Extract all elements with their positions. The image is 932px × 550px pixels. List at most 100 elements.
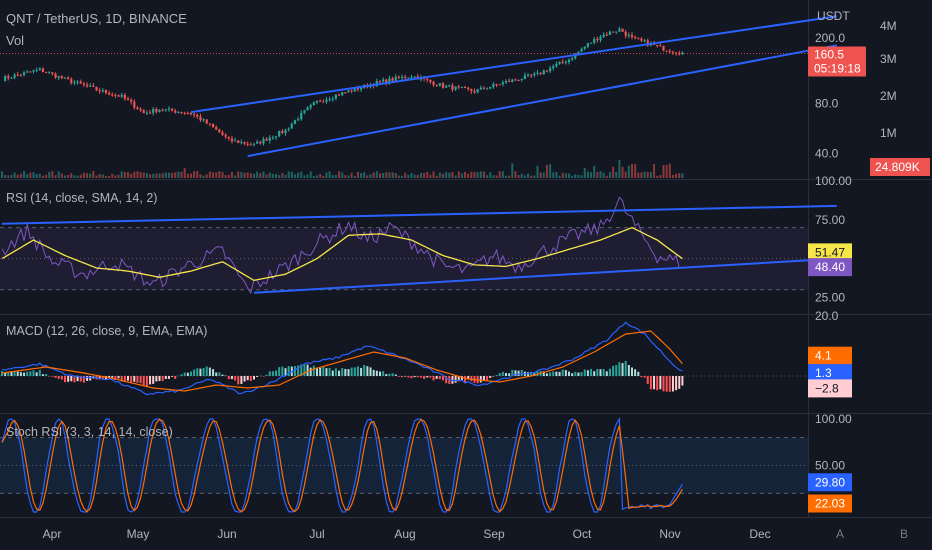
candle[interactable] xyxy=(394,74,397,82)
candle[interactable] xyxy=(13,72,16,80)
candle[interactable] xyxy=(441,82,445,89)
candle[interactable] xyxy=(48,71,51,74)
candle[interactable] xyxy=(211,123,215,128)
candle[interactable] xyxy=(268,135,271,144)
candle[interactable] xyxy=(145,110,148,116)
symbol-title[interactable]: QNT / TetherUS, 1D, BINANCE xyxy=(6,11,187,26)
candle[interactable] xyxy=(246,141,249,147)
candle[interactable] xyxy=(114,93,117,98)
candle[interactable] xyxy=(671,50,675,55)
candle[interactable] xyxy=(514,78,517,81)
candle[interactable] xyxy=(319,99,322,103)
candle[interactable] xyxy=(627,32,630,38)
candle[interactable] xyxy=(171,108,174,112)
candle[interactable] xyxy=(89,83,92,87)
candle[interactable] xyxy=(561,58,564,65)
candle[interactable] xyxy=(608,30,612,36)
candle[interactable] xyxy=(668,48,671,54)
candle[interactable] xyxy=(256,139,259,144)
candle[interactable] xyxy=(593,36,596,45)
candle[interactable] xyxy=(662,45,665,52)
candle[interactable] xyxy=(328,96,331,102)
candle[interactable] xyxy=(467,86,470,91)
candle[interactable] xyxy=(281,129,284,135)
candle[interactable] xyxy=(602,32,605,38)
candle[interactable] xyxy=(243,141,246,146)
candle[interactable] xyxy=(407,77,410,79)
candle[interactable] xyxy=(539,72,542,76)
stoch-d-line[interactable] xyxy=(1,418,683,513)
candle[interactable] xyxy=(252,143,256,147)
candle[interactable] xyxy=(476,88,479,94)
candle[interactable] xyxy=(564,60,567,65)
candle[interactable] xyxy=(552,64,555,71)
candle[interactable] xyxy=(555,61,558,68)
last-price-tag[interactable]: 160.505:19:18 xyxy=(808,46,866,77)
candle[interactable] xyxy=(208,123,211,127)
candle[interactable] xyxy=(130,98,133,105)
candle[interactable] xyxy=(287,127,290,132)
candle[interactable] xyxy=(218,128,221,133)
candle[interactable] xyxy=(4,74,7,82)
candle[interactable] xyxy=(202,118,205,123)
candle[interactable] xyxy=(517,79,520,81)
candle[interactable] xyxy=(177,111,180,114)
candle[interactable] xyxy=(26,69,29,73)
candle[interactable] xyxy=(504,79,508,85)
candle[interactable] xyxy=(111,92,114,97)
rsi-title[interactable]: RSI (14, close, SMA, 14, 2) xyxy=(6,191,158,205)
candle[interactable] xyxy=(265,137,268,142)
candle[interactable] xyxy=(580,47,583,53)
candle[interactable] xyxy=(101,87,104,93)
candle[interactable] xyxy=(10,76,13,79)
candle[interactable] xyxy=(126,96,130,101)
candle[interactable] xyxy=(312,101,315,106)
stoch-k-line[interactable] xyxy=(1,417,683,513)
candle[interactable] xyxy=(583,46,586,51)
candle[interactable] xyxy=(315,100,319,105)
candle[interactable] xyxy=(665,50,668,53)
candle[interactable] xyxy=(567,58,571,65)
candle[interactable] xyxy=(526,73,530,78)
candle[interactable] xyxy=(19,73,22,77)
rsi-upper-trendline[interactable] xyxy=(1,204,837,225)
candle[interactable] xyxy=(35,67,38,73)
log-scale-button[interactable]: B xyxy=(900,527,908,541)
candle[interactable] xyxy=(637,37,640,40)
candle[interactable] xyxy=(429,79,432,84)
candle[interactable] xyxy=(76,80,79,85)
candle[interactable] xyxy=(249,142,252,146)
candle[interactable] xyxy=(271,135,274,140)
candle[interactable] xyxy=(306,106,309,111)
candle[interactable] xyxy=(605,32,608,37)
macd-title[interactable]: MACD (12, 26, close, 9, EMA, EMA) xyxy=(6,324,208,338)
candle[interactable] xyxy=(533,71,536,78)
candle[interactable] xyxy=(347,90,350,93)
candle[interactable] xyxy=(79,79,82,84)
candle[interactable] xyxy=(397,75,400,80)
candle[interactable] xyxy=(337,93,341,96)
candle[interactable] xyxy=(445,84,448,88)
candle[interactable] xyxy=(309,103,312,110)
candle[interactable] xyxy=(95,86,98,92)
candle[interactable] xyxy=(448,84,451,88)
candle[interactable] xyxy=(508,78,511,83)
candle[interactable] xyxy=(520,78,523,82)
candle[interactable] xyxy=(186,111,189,115)
candle[interactable] xyxy=(438,82,441,87)
candle[interactable] xyxy=(104,89,108,95)
candle[interactable] xyxy=(284,128,287,136)
candle[interactable] xyxy=(511,78,514,83)
candle[interactable] xyxy=(133,99,136,110)
candle[interactable] xyxy=(489,86,492,90)
candle[interactable] xyxy=(634,35,637,40)
candle[interactable] xyxy=(51,72,54,76)
candle[interactable] xyxy=(67,76,70,80)
candle[interactable] xyxy=(297,116,300,122)
candle[interactable] xyxy=(259,140,262,145)
candle[interactable] xyxy=(331,96,334,102)
candle[interactable] xyxy=(300,110,303,121)
candle[interactable] xyxy=(656,44,659,48)
candle[interactable] xyxy=(678,50,681,56)
candle[interactable] xyxy=(167,106,171,112)
